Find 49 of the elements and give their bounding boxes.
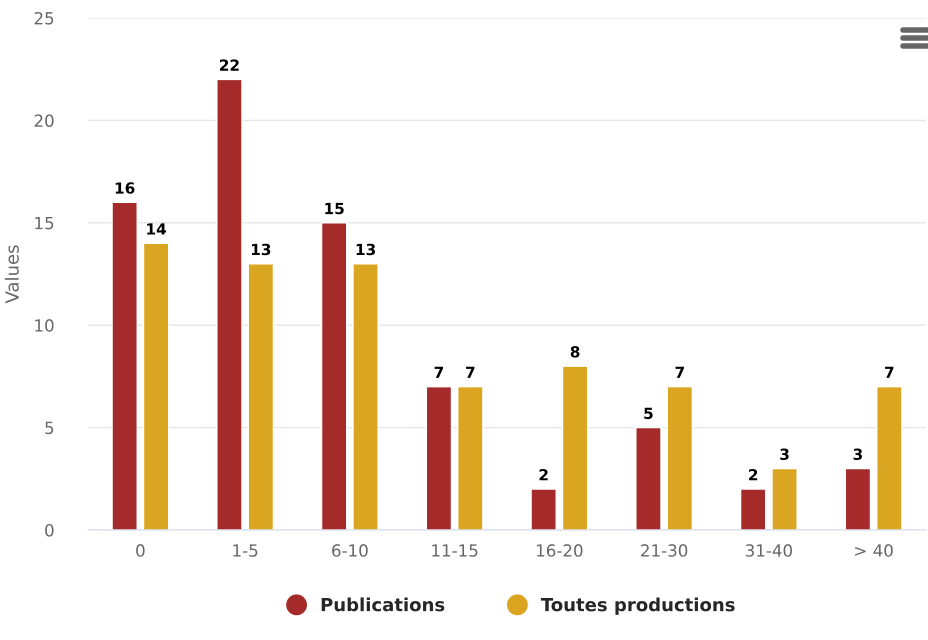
data-label: 7 (466, 366, 474, 378)
x-tick-label: 21-30 (641, 544, 688, 557)
y-tick-label: 25 (34, 12, 54, 25)
bar (562, 365, 588, 530)
y-tick-label: 20 (34, 114, 54, 127)
data-label: 15 (325, 202, 344, 214)
bar (457, 386, 484, 530)
x-tick-label: > 40 (855, 544, 893, 557)
bar (666, 386, 694, 530)
y-tick-label: 10 (35, 319, 54, 332)
bar (635, 426, 662, 530)
data-label: 7 (676, 366, 684, 378)
data-label: 13 (356, 244, 376, 256)
x-tick-label: 31-40 (746, 544, 792, 557)
bar (111, 202, 138, 530)
legend-label: Toutes productions (540, 597, 735, 615)
data-label: 2 (540, 468, 548, 480)
x-tick-label: 11-15 (432, 544, 478, 557)
x-tick-label: 0 (136, 544, 145, 557)
data-label: 14 (147, 223, 166, 235)
data-label: 13 (252, 244, 270, 256)
x-tick-label: 16-20 (536, 544, 582, 557)
data-label: 2 (749, 468, 758, 480)
y-tick-label: 5 (45, 422, 54, 434)
bar (352, 263, 379, 530)
data-label: 7 (885, 366, 894, 378)
bar (248, 263, 274, 530)
data-label: 3 (854, 448, 862, 460)
y-tick-label: 0 (45, 524, 54, 537)
bar (876, 386, 903, 530)
bar (530, 488, 557, 530)
data-label: 22 (220, 59, 239, 71)
data-label: 5 (644, 408, 653, 420)
data-label: 7 (434, 366, 444, 378)
legend-label: Publications (322, 597, 444, 612)
bar (320, 222, 348, 530)
y-tick-label: 15 (35, 216, 54, 230)
bar (844, 468, 872, 530)
data-label: 8 (570, 346, 580, 358)
data-label: 16 (116, 182, 134, 194)
bar (771, 468, 798, 530)
bar (426, 386, 452, 530)
data-label: 3 (780, 448, 789, 460)
x-tick-label: 1-5 (233, 544, 258, 557)
y-axis-title: Values (4, 245, 19, 304)
x-tick-label: 6-10 (332, 544, 368, 557)
bar (142, 242, 170, 530)
bar (216, 78, 243, 530)
bar (740, 488, 766, 530)
